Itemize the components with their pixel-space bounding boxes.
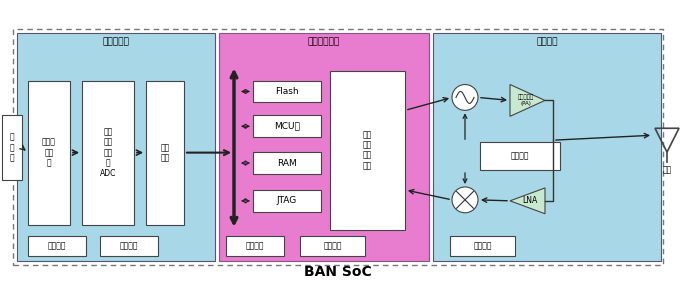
Bar — [28, 81, 70, 225]
Text: 电源管理: 电源管理 — [473, 241, 492, 250]
Text: JTAG: JTAG — [277, 196, 297, 205]
Bar — [226, 236, 284, 255]
Bar — [28, 236, 86, 255]
Text: 基带处理模块: 基带处理模块 — [308, 37, 340, 46]
Bar — [100, 236, 158, 255]
Bar — [82, 81, 134, 225]
Text: MCU核: MCU核 — [274, 122, 300, 131]
Text: 模拟前
端电
路: 模拟前 端电 路 — [42, 138, 56, 167]
Text: 时钟电路: 时钟电路 — [323, 241, 342, 250]
Text: 时钟电路: 时钟电路 — [120, 241, 138, 250]
Bar — [433, 33, 661, 262]
Text: 接口
逻辑: 接口 逻辑 — [161, 143, 169, 162]
Text: 传
感
器: 传 感 器 — [10, 133, 14, 162]
Text: BAN SoC: BAN SoC — [304, 266, 372, 279]
Text: 频率综合: 频率综合 — [511, 152, 529, 161]
Bar — [450, 236, 515, 255]
Bar — [330, 71, 405, 230]
Text: 电源管理: 电源管理 — [48, 241, 66, 250]
Text: 模拟
数字
转换
器
ADC: 模拟 数字 转换 器 ADC — [100, 127, 116, 178]
Text: 电源管理: 电源管理 — [246, 241, 265, 250]
Text: LNA: LNA — [522, 196, 537, 205]
Bar — [300, 236, 365, 255]
Polygon shape — [510, 85, 545, 116]
Text: Flash: Flash — [275, 87, 299, 96]
Text: RAM: RAM — [277, 158, 297, 167]
Bar — [253, 190, 321, 212]
Polygon shape — [510, 188, 545, 214]
Bar — [219, 33, 429, 262]
Bar — [146, 81, 184, 225]
Text: 预处理模块: 预处理模块 — [103, 37, 130, 46]
Bar — [480, 142, 560, 170]
Text: 功率放大器
(PA): 功率放大器 (PA) — [518, 95, 534, 106]
Bar — [2, 115, 22, 180]
Text: 射频模块: 射频模块 — [536, 37, 558, 46]
Circle shape — [452, 187, 478, 213]
Bar — [13, 29, 663, 266]
Text: 基带
信号
处理
逻辑: 基带 信号 处理 逻辑 — [363, 130, 372, 170]
Bar — [17, 33, 215, 262]
Bar — [253, 81, 321, 102]
Bar — [253, 152, 321, 174]
Text: 天线: 天线 — [662, 166, 672, 175]
Bar — [253, 115, 321, 137]
Circle shape — [452, 85, 478, 110]
